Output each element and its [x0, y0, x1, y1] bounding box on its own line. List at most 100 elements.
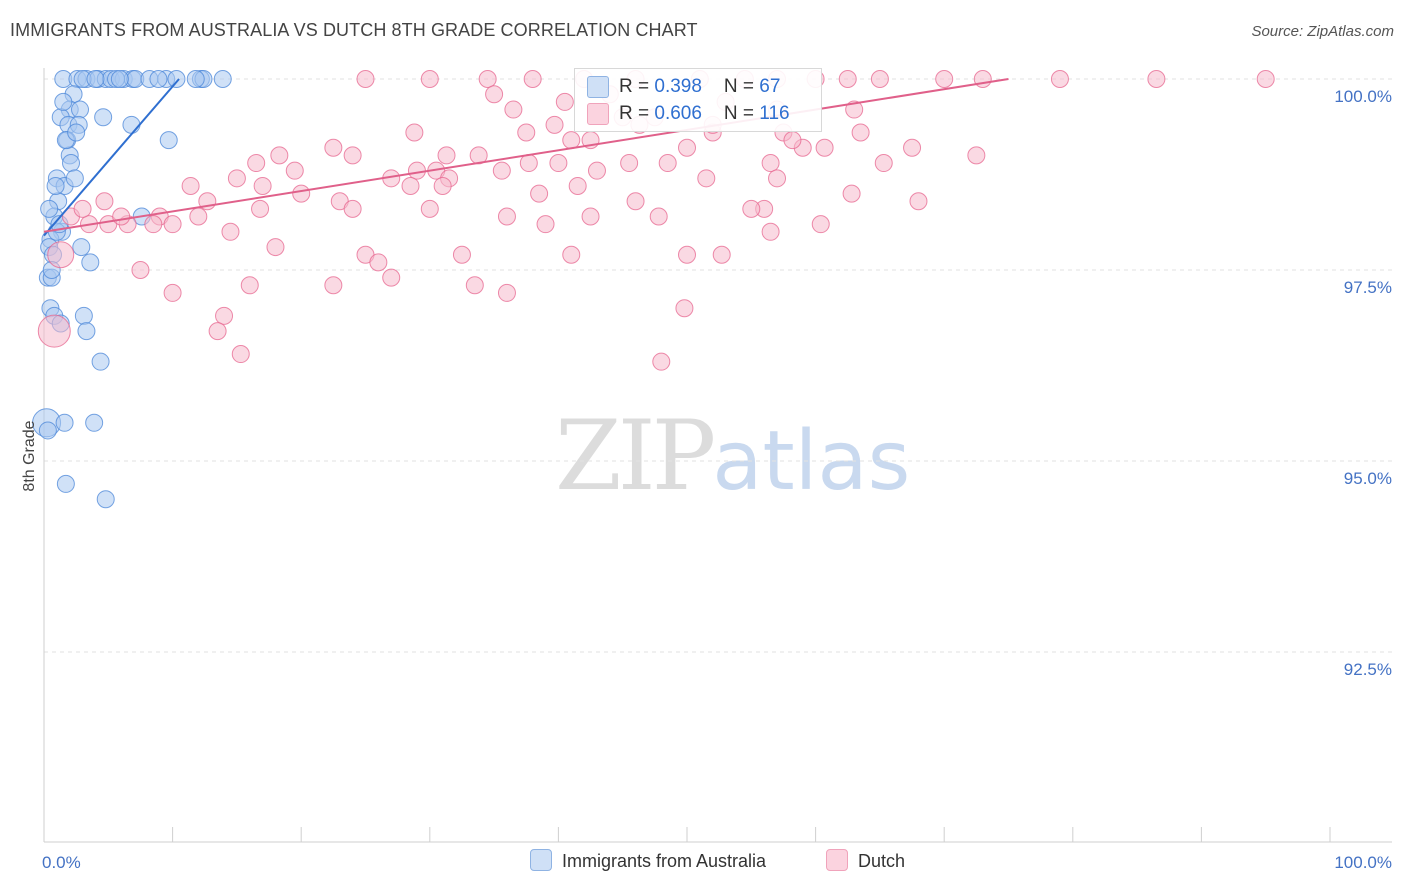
- y-tick-label: 100.0%: [1334, 87, 1392, 106]
- australia-point: [62, 154, 81, 173]
- australia-point: [38, 421, 57, 440]
- n-label: N =: [723, 103, 760, 125]
- dutch-point: [562, 245, 581, 264]
- dutch-point: [568, 176, 587, 195]
- dutch-point: [811, 215, 830, 234]
- australia-point: [85, 413, 104, 432]
- legend-item-dutch[interactable]: Dutch: [826, 849, 906, 873]
- dutch-point: [401, 176, 420, 195]
- dutch-point: [181, 176, 200, 195]
- n-value: 116: [759, 103, 790, 125]
- dutch-point: [215, 306, 234, 325]
- legend-swatch: [587, 103, 609, 125]
- source-label: Source: ZipAtlas.com: [1251, 23, 1394, 40]
- dutch-point: [420, 70, 439, 88]
- dutch-point: [485, 85, 504, 104]
- dutch-point: [324, 276, 343, 295]
- dutch-point: [253, 176, 272, 195]
- dutch-point: [845, 100, 864, 119]
- dutch-point: [851, 123, 870, 142]
- dutch-point: [407, 161, 426, 180]
- dutch-point: [519, 154, 538, 173]
- dutch-point: [112, 207, 131, 226]
- dutch-point: [251, 199, 270, 218]
- dutch-point: [620, 154, 639, 173]
- n-value: 67: [759, 76, 781, 98]
- dutch-point: [221, 222, 240, 241]
- dutch-point: [742, 199, 761, 218]
- australia-point: [96, 490, 115, 509]
- y-tick-label: 92.5%: [1343, 660, 1392, 679]
- australia-point: [55, 413, 74, 432]
- dutch-point: [420, 199, 439, 218]
- dutch-point: [270, 146, 289, 165]
- dutch-point: [870, 70, 889, 88]
- dutch-point: [545, 115, 564, 134]
- dutch-point: [549, 154, 568, 173]
- dutch-point: [504, 100, 523, 119]
- dutch-point: [433, 176, 452, 195]
- dutch-point: [649, 207, 668, 226]
- dutch-point: [815, 138, 834, 157]
- australia-point: [167, 70, 186, 88]
- stats-row-australia: R = 0.398 N = 67: [587, 76, 780, 98]
- dutch-point: [562, 131, 581, 150]
- dutch-point: [163, 283, 182, 302]
- dutch-point: [675, 299, 694, 318]
- dutch-point: [587, 161, 606, 180]
- dutch-point: [935, 70, 954, 88]
- dutch-point: [247, 154, 266, 173]
- dutch-point: [874, 154, 893, 173]
- dutch-point: [903, 138, 922, 157]
- australia-point: [54, 92, 73, 111]
- legend-item-australia[interactable]: Immigrants from Australia: [530, 849, 766, 873]
- dutch-point: [285, 161, 304, 180]
- dutch-point: [208, 322, 227, 341]
- dutch-point: [240, 276, 259, 295]
- dutch-point: [678, 245, 696, 264]
- dutch-point: [144, 215, 163, 234]
- dutch-point: [967, 146, 986, 165]
- x-tick-label: 100.0%: [1334, 853, 1392, 872]
- dutch-point: [343, 199, 362, 218]
- legend-swatch: [587, 76, 609, 98]
- australia-point: [91, 352, 110, 371]
- dutch-point: [497, 207, 516, 226]
- dutch-point: [1050, 70, 1069, 88]
- dutch-point: [405, 123, 424, 142]
- australia-point: [149, 70, 168, 88]
- dutch-point: [324, 138, 343, 157]
- australia-point: [159, 131, 178, 150]
- dutch-point: [497, 283, 516, 302]
- australia-point: [72, 238, 91, 257]
- stats-legend: R = 0.398 N = 67 R = 0.606 N = 116: [574, 68, 822, 132]
- dutch-point: [231, 345, 250, 364]
- dutch-point: [523, 70, 542, 88]
- dutch-point: [761, 222, 780, 241]
- legend-label: Dutch: [858, 851, 906, 871]
- australia-point: [213, 70, 232, 88]
- australia-point: [86, 70, 105, 88]
- n-label: N =: [723, 76, 760, 98]
- dutch-point: [47, 241, 75, 269]
- australia-point: [122, 115, 141, 134]
- r-value: 0.398: [654, 76, 702, 98]
- dutch-point: [626, 192, 645, 211]
- australia-point: [94, 108, 113, 127]
- dutch-point: [37, 314, 71, 348]
- dutch-point: [266, 238, 285, 257]
- r-value: 0.606: [654, 103, 702, 125]
- dutch-point: [95, 192, 114, 211]
- australia-point: [67, 123, 86, 142]
- dutch-point: [163, 215, 182, 234]
- legend-swatch: [530, 849, 552, 872]
- dutch-point: [652, 352, 671, 371]
- dutch-point: [555, 92, 574, 111]
- y-tick-label: 97.5%: [1343, 278, 1392, 297]
- dutch-point: [517, 123, 536, 142]
- dutch-point: [356, 70, 375, 88]
- dutch-point: [530, 184, 549, 203]
- australia-point: [65, 169, 84, 188]
- dutch-point: [697, 169, 716, 188]
